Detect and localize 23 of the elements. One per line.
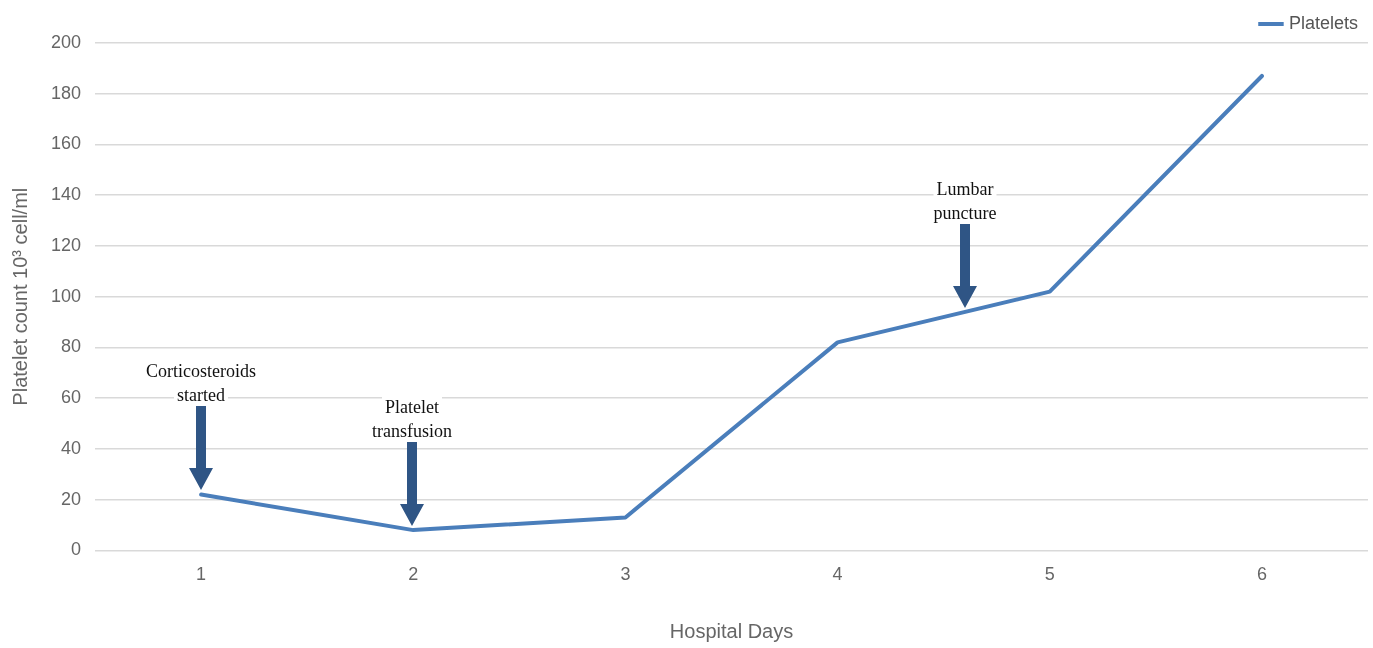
x-tick-label: 1: [196, 564, 207, 585]
y-tick-label: 160: [50, 133, 82, 154]
y-tick-label: 0: [71, 539, 82, 560]
y-tick-label: 60: [61, 387, 82, 408]
y-tick-label: 140: [50, 184, 82, 205]
x-tick-label: 4: [832, 564, 843, 585]
x-tick-label: 2: [408, 564, 419, 585]
y-tick-label: 80: [61, 336, 82, 357]
legend-label: Platelets: [1288, 12, 1359, 33]
annotation: Lumbar puncture: [933, 178, 997, 223]
y-tick-label: 100: [50, 285, 82, 306]
x-tick-label: 5: [1044, 564, 1055, 585]
y-tick-label: 180: [50, 82, 82, 103]
y-tick-label: 200: [50, 31, 82, 52]
annotation: Platelet transfusion: [372, 396, 452, 441]
x-tick-label: 3: [620, 564, 631, 585]
x-axis-title: Hospital Days: [669, 619, 794, 642]
y-axis-title: Platelet count 10³ cell/ml: [8, 187, 31, 406]
annotation: Corticosteroids started: [146, 360, 256, 405]
y-tick-label: 40: [61, 437, 82, 458]
x-tick-label: 6: [1256, 564, 1267, 585]
y-tick-label: 120: [50, 234, 82, 255]
y-tick-label: 20: [61, 488, 82, 509]
